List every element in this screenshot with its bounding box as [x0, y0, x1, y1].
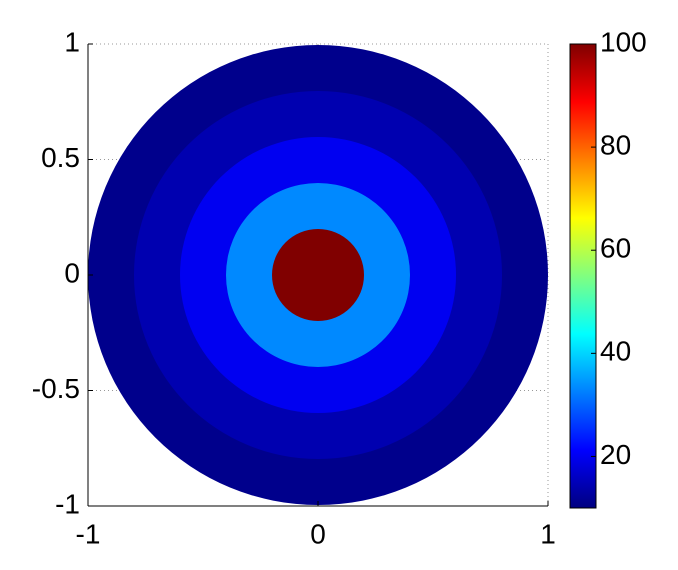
colorbar-tick-label: 40: [600, 336, 631, 367]
colorbar-tick-label: 80: [600, 130, 631, 161]
y-tick-label: 1: [64, 26, 80, 57]
y-tick-label: 0.5: [41, 142, 80, 173]
y-tick-label: 0: [64, 257, 80, 288]
x-tick-label: 0: [310, 518, 326, 549]
y-tick-label: -0.5: [32, 373, 80, 404]
x-tick-label: -1: [76, 518, 101, 549]
colorbar-tick-label: 100: [600, 26, 647, 57]
colorbar: [569, 43, 597, 509]
ring: [272, 229, 364, 321]
colorbar-tick-label: 20: [600, 439, 631, 470]
colorbar-tick-label: 60: [600, 233, 631, 264]
y-tick-label: -1: [55, 488, 80, 519]
x-tick-label: 1: [540, 518, 556, 549]
